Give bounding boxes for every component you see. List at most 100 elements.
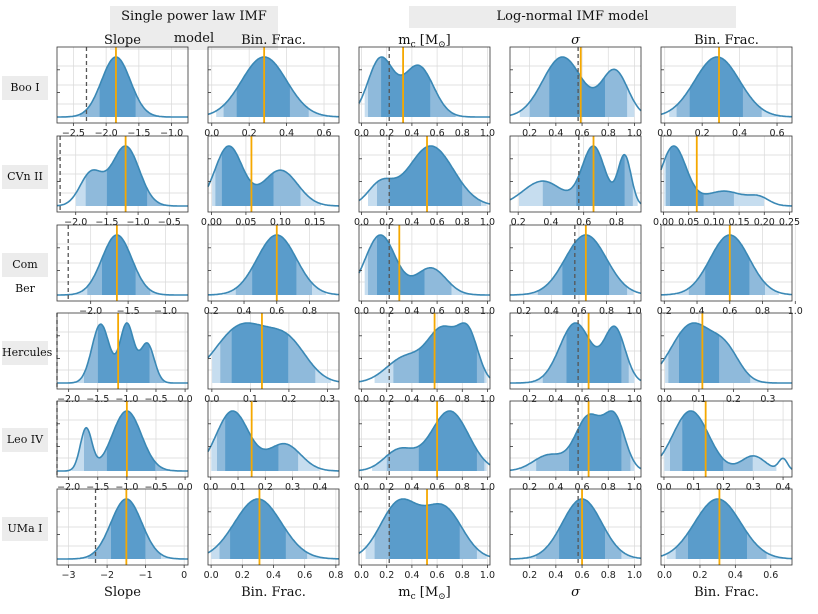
column-title-sigma: σ (571, 33, 581, 48)
x-tick-label: 0.6 (763, 570, 778, 581)
x-tick-label: 0.05 (678, 217, 699, 228)
x-tick-label: 0.8 (455, 128, 470, 139)
x-tick-label: 0.2 (379, 128, 394, 139)
x-tick-label: 0.0 (657, 394, 672, 405)
x-tick-label: −3 (62, 570, 76, 581)
kde-line (207, 322, 340, 383)
column-title-slope: Slope (104, 33, 141, 48)
panel-cvn-ii-sigma: 0.2 0.4 0.6 0.8 (509, 135, 642, 228)
x-tick-label: −2.0 (57, 394, 80, 405)
x-tick-label: −2 (100, 570, 114, 581)
x-tick-label: 0.8 (599, 306, 614, 317)
x-tick-label: 0.6 (769, 128, 784, 139)
x-tick-label: 0.6 (430, 394, 445, 405)
ci68-band (682, 411, 724, 471)
panel-cvn-ii-slope: −2.0 −1.5 −1.0 −0.5 (56, 135, 189, 228)
kde-line (509, 145, 642, 205)
kde-line (509, 56, 642, 117)
ci68-band (389, 146, 463, 206)
panel-leo-iv-sigma: 0.2 0.4 0.6 0.8 1.0 (509, 400, 642, 493)
x-tick-label: 0.6 (430, 306, 445, 317)
panel-leo-iv-mc: 0.0 0.2 0.4 0.6 0.8 1.0 (354, 400, 495, 493)
panel-uma-i-sigma: 0.2 0.4 0.6 0.8 1.0 (509, 488, 642, 581)
kde-line (207, 145, 339, 207)
panel-frame (56, 488, 189, 566)
x-tick-label: 0.4 (404, 482, 419, 493)
kde-line (660, 322, 792, 384)
ci68-band (670, 146, 704, 206)
panel-cvn-ii-binfrac1: 0.00 0.05 0.10 0.15 (201, 135, 340, 228)
x-tick-label: 0.8 (601, 570, 616, 581)
x-tick-label: −2.5 (62, 128, 85, 139)
panel-frame (207, 46, 340, 124)
x-tick-label: 1.0 (480, 394, 495, 405)
ci68-band (418, 411, 477, 471)
panel-com-ber-slope: −2.0 −1.5 −1.0 (56, 224, 189, 317)
x-tick-label: 0.0 (354, 570, 369, 581)
panel-frame (509, 312, 642, 390)
x-tick-label: 0.2 (522, 570, 537, 581)
kde-line (207, 234, 340, 296)
kde-line (358, 410, 491, 472)
kde-line (57, 322, 188, 384)
column-title-binfrac1: Bin. Frac. (241, 33, 306, 48)
kde-line (57, 498, 188, 560)
x-tick-label: 0.15 (729, 217, 750, 228)
x-tick-label: 0.1 (230, 482, 245, 493)
x-tick-label: 0.6 (430, 482, 445, 493)
kde-line (207, 56, 340, 118)
x-tick-label: 0.8 (455, 570, 470, 581)
x-tick-label: 0.2 (726, 394, 741, 405)
kde-line (358, 145, 491, 205)
x-tick-label: 0.6 (571, 306, 586, 317)
panel-com-ber-sigma: 0.2 0.4 0.6 0.8 1.0 (509, 224, 642, 317)
x-tick-label: 0.1 (686, 482, 701, 493)
ci68-band (688, 499, 747, 559)
x-tick-label: 0.0 (204, 570, 219, 581)
x-tick-label: −1.5 (127, 128, 150, 139)
panel-leo-iv-slope: −2.0 −1.5 −1.0 −0.5 0.0 (56, 400, 193, 493)
panel-uma-i-binfrac1: 0.0 0.2 0.4 0.6 0.8 (204, 488, 343, 581)
x-tick-label: 1.0 (480, 128, 495, 139)
x-tick-label: 0.4 (548, 570, 563, 581)
ci68-band (381, 57, 431, 117)
x-tick-label: 0.4 (236, 306, 251, 317)
kde-line (358, 234, 490, 296)
x-tick-label: 0.2 (516, 306, 531, 317)
kde-line (510, 322, 642, 384)
row-label-cvn-ii: CVn II (2, 165, 48, 189)
x-tick-label: 0.6 (574, 482, 589, 493)
kde-line (358, 322, 491, 383)
x-tick-label: 0.3 (320, 394, 335, 405)
x-tick-label: 0.6 (574, 394, 589, 405)
x-tick-label: 0.4 (266, 570, 281, 581)
ci68-band (569, 411, 622, 471)
x-tick-label: −1.0 (127, 217, 150, 228)
x-tick-label: 0.4 (279, 128, 294, 139)
x-tick-label: 0.0 (657, 128, 672, 139)
x-tick-label: −0.5 (144, 394, 167, 405)
panel-frame (56, 312, 189, 390)
x-tick-label: −2.0 (95, 128, 118, 139)
panel-boo-i-binfrac1: 0.0 0.2 0.4 0.6 (204, 46, 340, 139)
x-tick-label: 0.2 (657, 306, 672, 317)
panel-com-ber-mc: 0.0 0.2 0.4 0.6 0.8 1.0 (354, 224, 495, 317)
column-title-binfrac1: Bin. Frac. (241, 585, 306, 600)
x-tick-label: 0 (181, 570, 187, 581)
kde-line (660, 56, 793, 118)
panel-frame (56, 135, 189, 213)
x-tick-label: −1.0 (160, 128, 183, 139)
x-tick-label: 1.0 (480, 570, 495, 581)
x-tick-label: 1.0 (788, 306, 803, 317)
row-label-boo-i: Boo I (2, 76, 48, 100)
panel-frame (660, 312, 793, 390)
x-tick-label: 0.4 (404, 394, 419, 405)
x-tick-label: 0.6 (574, 128, 589, 139)
x-tick-label: 0.8 (601, 128, 616, 139)
x-tick-label: −0.5 (158, 217, 181, 228)
panel-frame (358, 135, 491, 213)
panel-frame (207, 400, 340, 478)
column-title-slope: Slope (104, 585, 141, 600)
x-tick-label: 0.8 (601, 482, 616, 493)
x-tick-label: 0.2 (716, 482, 731, 493)
